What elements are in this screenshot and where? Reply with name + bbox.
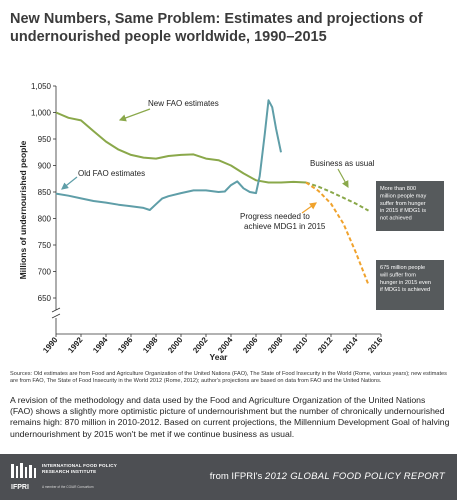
ifpri-logo-icon: IFPRI — [11, 463, 36, 491]
y-tick-label: 900 — [38, 162, 52, 171]
annotation-new-fao-arrow — [118, 108, 151, 122]
x-tick-label: 2002 — [191, 335, 210, 355]
x-tick-label: 1998 — [141, 335, 160, 355]
x-tick-label: 2014 — [341, 335, 360, 355]
y-tick-label: 700 — [38, 268, 52, 277]
org-subtitle: A member of the CGIAR Consortium — [42, 485, 94, 489]
x-tick-label: 1992 — [66, 335, 85, 355]
x-tick-label: 2016 — [366, 335, 385, 355]
annotation-new-fao: New FAO estimates — [148, 99, 219, 108]
sources-note: Sources: Old estimates are from Food and… — [10, 371, 447, 385]
y-tick-label: 1,050 — [31, 82, 52, 91]
summary-text: A revision of the methodology and data u… — [10, 395, 450, 439]
x-tick-label: 2000 — [166, 335, 185, 355]
y-tick-label: 650 — [38, 294, 52, 303]
y-tick-label: 850 — [38, 188, 52, 197]
x-tick-label: 1990 — [41, 335, 60, 355]
annotation-mdg1-line1: Progress needed to — [240, 212, 310, 221]
y-tick-label: 950 — [38, 135, 52, 144]
callout-text-line: suffer from hunger — [380, 201, 426, 207]
x-tick-label: 1996 — [116, 335, 135, 355]
axis-break-mark — [51, 307, 61, 319]
x-tick-label: 2008 — [266, 335, 285, 355]
org-name: INTERNATIONAL FOOD POLICY RESEARCH INSTI… — [42, 463, 142, 474]
annotation-business-as-usual: Business as usual — [310, 159, 375, 168]
report-title: 2012 GLOBAL FOOD POLICY REPORT — [264, 471, 445, 482]
series-new-fao-estimates — [55, 111, 307, 184]
org-line1: INTERNATIONAL FOOD POLICY — [42, 463, 118, 468]
y-tick-label: 1,000 — [31, 109, 52, 118]
callout-text-line: 675 million people — [380, 265, 425, 271]
y-tick-label: 750 — [38, 241, 52, 250]
report-credit: from IFPRI's 2012 GLOBAL FOOD POLICY REP… — [210, 471, 445, 482]
y-axis-label: Millions of undernourished people — [18, 140, 28, 279]
annotation-old-fao-arrow — [61, 176, 78, 190]
x-tick-label: 2006 — [241, 335, 260, 355]
callout-box — [376, 181, 444, 231]
x-tick-label: 2012 — [316, 335, 335, 355]
callout-text-line: not achieved — [380, 216, 412, 222]
callout-box — [376, 260, 444, 310]
series-business-as-usual — [305, 181, 369, 212]
annotation-mdg1-arrow — [301, 202, 317, 214]
series-old-fao-estimates — [55, 99, 282, 211]
x-axis-label: Year — [210, 352, 229, 362]
x-tick-label: 1994 — [91, 335, 110, 355]
chart: 650 700 750 800 850 900 950 1,000 1,050 1990 1992 1… — [18, 82, 444, 362]
callout-text-line: million people may — [380, 193, 427, 199]
annotation-mdg1-line2: achieve MDG1 in 2015 — [244, 222, 326, 231]
report-prefix: from IFPRI's — [209, 471, 265, 482]
callout-text-line: if MDG1 is achieved — [380, 287, 430, 293]
callout-text-line: will suffer from — [379, 272, 416, 278]
x-tick-label: 2010 — [291, 335, 310, 355]
page-title: New Numbers, Same Problem: Estimates and… — [10, 11, 423, 45]
footer-bar: IFPRI INTERNATIONAL FOOD POLICY RESEARCH… — [0, 454, 457, 500]
org-line2: RESEARCH INSTITUTE — [42, 468, 97, 474]
callout-text-line: hunger in 2015 even — [380, 280, 431, 286]
callout-text-line: More than 800 — [380, 186, 416, 192]
series-mdg1-progress — [305, 181, 370, 286]
annotation-old-fao: Old FAO estimates — [78, 169, 145, 178]
logo-text: IFPRI — [11, 484, 29, 491]
callout-text-line: in 2015 if MDG1 is — [380, 208, 426, 214]
y-tick-label: 800 — [38, 215, 52, 224]
annotation-bau-arrow — [337, 168, 349, 189]
